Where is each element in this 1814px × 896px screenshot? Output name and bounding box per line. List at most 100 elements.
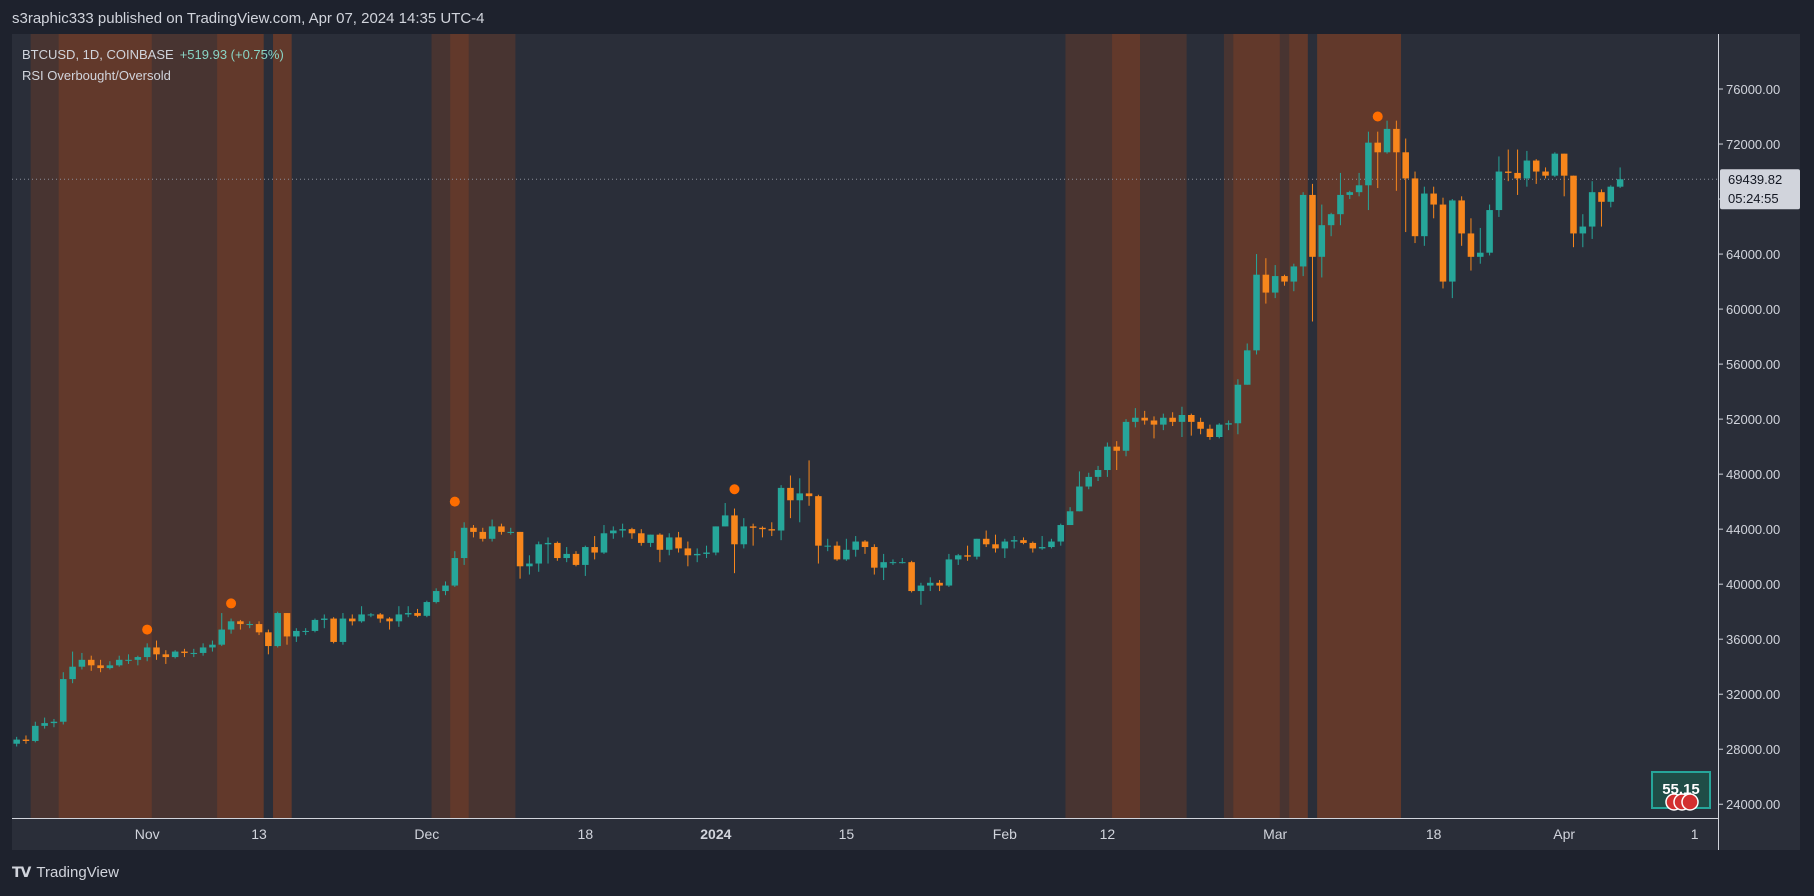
- candle: [376, 613, 384, 623]
- candle: [293, 628, 300, 642]
- candle-body: [1337, 194, 1344, 215]
- candle-body: [544, 542, 552, 545]
- candle: [255, 621, 263, 636]
- candle: [1477, 227, 1484, 264]
- candle: [460, 522, 468, 565]
- candle: [199, 643, 207, 656]
- overbought-marker: [142, 624, 153, 635]
- candle-body: [1038, 547, 1046, 549]
- candle: [945, 553, 953, 587]
- candle-body: [1271, 276, 1279, 293]
- candle: [805, 460, 813, 506]
- candlestick-chart[interactable]: 76000.0072000.0068000.0064000.0060000.00…: [12, 34, 1800, 850]
- candle: [1085, 472, 1093, 490]
- candle: [1402, 138, 1409, 233]
- candle: [302, 628, 309, 636]
- candle: [600, 525, 608, 554]
- candle-body: [283, 613, 291, 637]
- candle: [339, 613, 347, 645]
- candle: [1318, 204, 1326, 278]
- candle: [1048, 538, 1055, 549]
- y-tick-label: 40000.00: [1726, 577, 1780, 592]
- candle-body: [656, 534, 664, 550]
- candle: [899, 558, 906, 564]
- candle: [227, 618, 235, 634]
- x-tick-label: 1: [1691, 826, 1699, 842]
- candle: [1104, 442, 1111, 477]
- candle: [1337, 172, 1344, 226]
- candle-body: [367, 614, 375, 616]
- candle-body: [1253, 274, 1260, 351]
- candle-body: [1178, 414, 1186, 422]
- candle-body: [535, 544, 542, 564]
- candle-body: [805, 493, 813, 497]
- candle: [1038, 536, 1046, 550]
- candle-body: [572, 553, 580, 565]
- event-flag-icon: [1681, 793, 1699, 811]
- candle: [1570, 175, 1577, 248]
- candle-body: [237, 621, 244, 625]
- candle-body: [507, 531, 515, 533]
- candle-body: [274, 613, 281, 647]
- candle: [1160, 413, 1167, 431]
- candle-body: [162, 654, 170, 658]
- candle: [1206, 424, 1214, 440]
- candle-body: [1160, 417, 1167, 425]
- candle-body: [479, 531, 487, 539]
- candle: [181, 648, 188, 658]
- candle: [22, 735, 30, 744]
- candle: [237, 619, 244, 630]
- x-tick-label: 18: [1426, 826, 1442, 842]
- candle: [1057, 523, 1065, 546]
- candle: [936, 580, 943, 592]
- candle-body: [1579, 226, 1587, 234]
- candle-body: [936, 582, 943, 586]
- candle: [1467, 218, 1475, 271]
- candle-body: [432, 591, 440, 603]
- candle-body: [796, 493, 804, 501]
- candle: [721, 503, 729, 527]
- candle-body: [637, 533, 645, 543]
- y-tick-label: 72000.00: [1726, 137, 1780, 152]
- candle-body: [1467, 233, 1475, 257]
- candle-body: [675, 537, 682, 549]
- candle-body: [1532, 160, 1540, 172]
- candle-body: [22, 739, 30, 741]
- candle: [843, 538, 850, 561]
- candle-body: [647, 534, 654, 543]
- candle: [1504, 149, 1512, 182]
- candle: [628, 527, 636, 539]
- candle-body: [423, 602, 431, 616]
- footer: TV TradingView: [12, 864, 119, 881]
- candle-body: [1542, 171, 1549, 176]
- candle-body: [861, 541, 869, 548]
- candle: [619, 523, 626, 538]
- x-tick-label: 13: [251, 826, 267, 842]
- candle: [274, 611, 281, 648]
- candle: [171, 650, 179, 659]
- candle: [1141, 410, 1148, 425]
- legend-indicator[interactable]: RSI Overbought/Oversold: [22, 68, 171, 83]
- candle: [1430, 186, 1437, 219]
- candle: [684, 541, 692, 567]
- candle-body: [293, 630, 300, 637]
- candle-body: [171, 651, 179, 658]
- candle-body: [740, 526, 748, 545]
- candle-layer: [13, 120, 1624, 747]
- candle: [1076, 471, 1083, 512]
- candle: [330, 617, 337, 644]
- candle: [964, 545, 971, 561]
- candle: [153, 640, 160, 660]
- candle-body: [1514, 172, 1521, 179]
- candle-body: [1477, 252, 1484, 257]
- candle: [693, 548, 701, 563]
- candle-body: [404, 613, 412, 615]
- candle-body: [871, 547, 878, 568]
- footer-brand: TradingView: [36, 864, 119, 881]
- legend-symbol: BTCUSD, 1D, COINBASE: [22, 47, 174, 62]
- chart-frame[interactable]: 76000.0072000.0068000.0064000.0060000.00…: [12, 34, 1800, 850]
- candle-body: [246, 624, 253, 626]
- candle: [60, 672, 67, 725]
- candle: [973, 538, 981, 560]
- candle-body: [1327, 214, 1335, 226]
